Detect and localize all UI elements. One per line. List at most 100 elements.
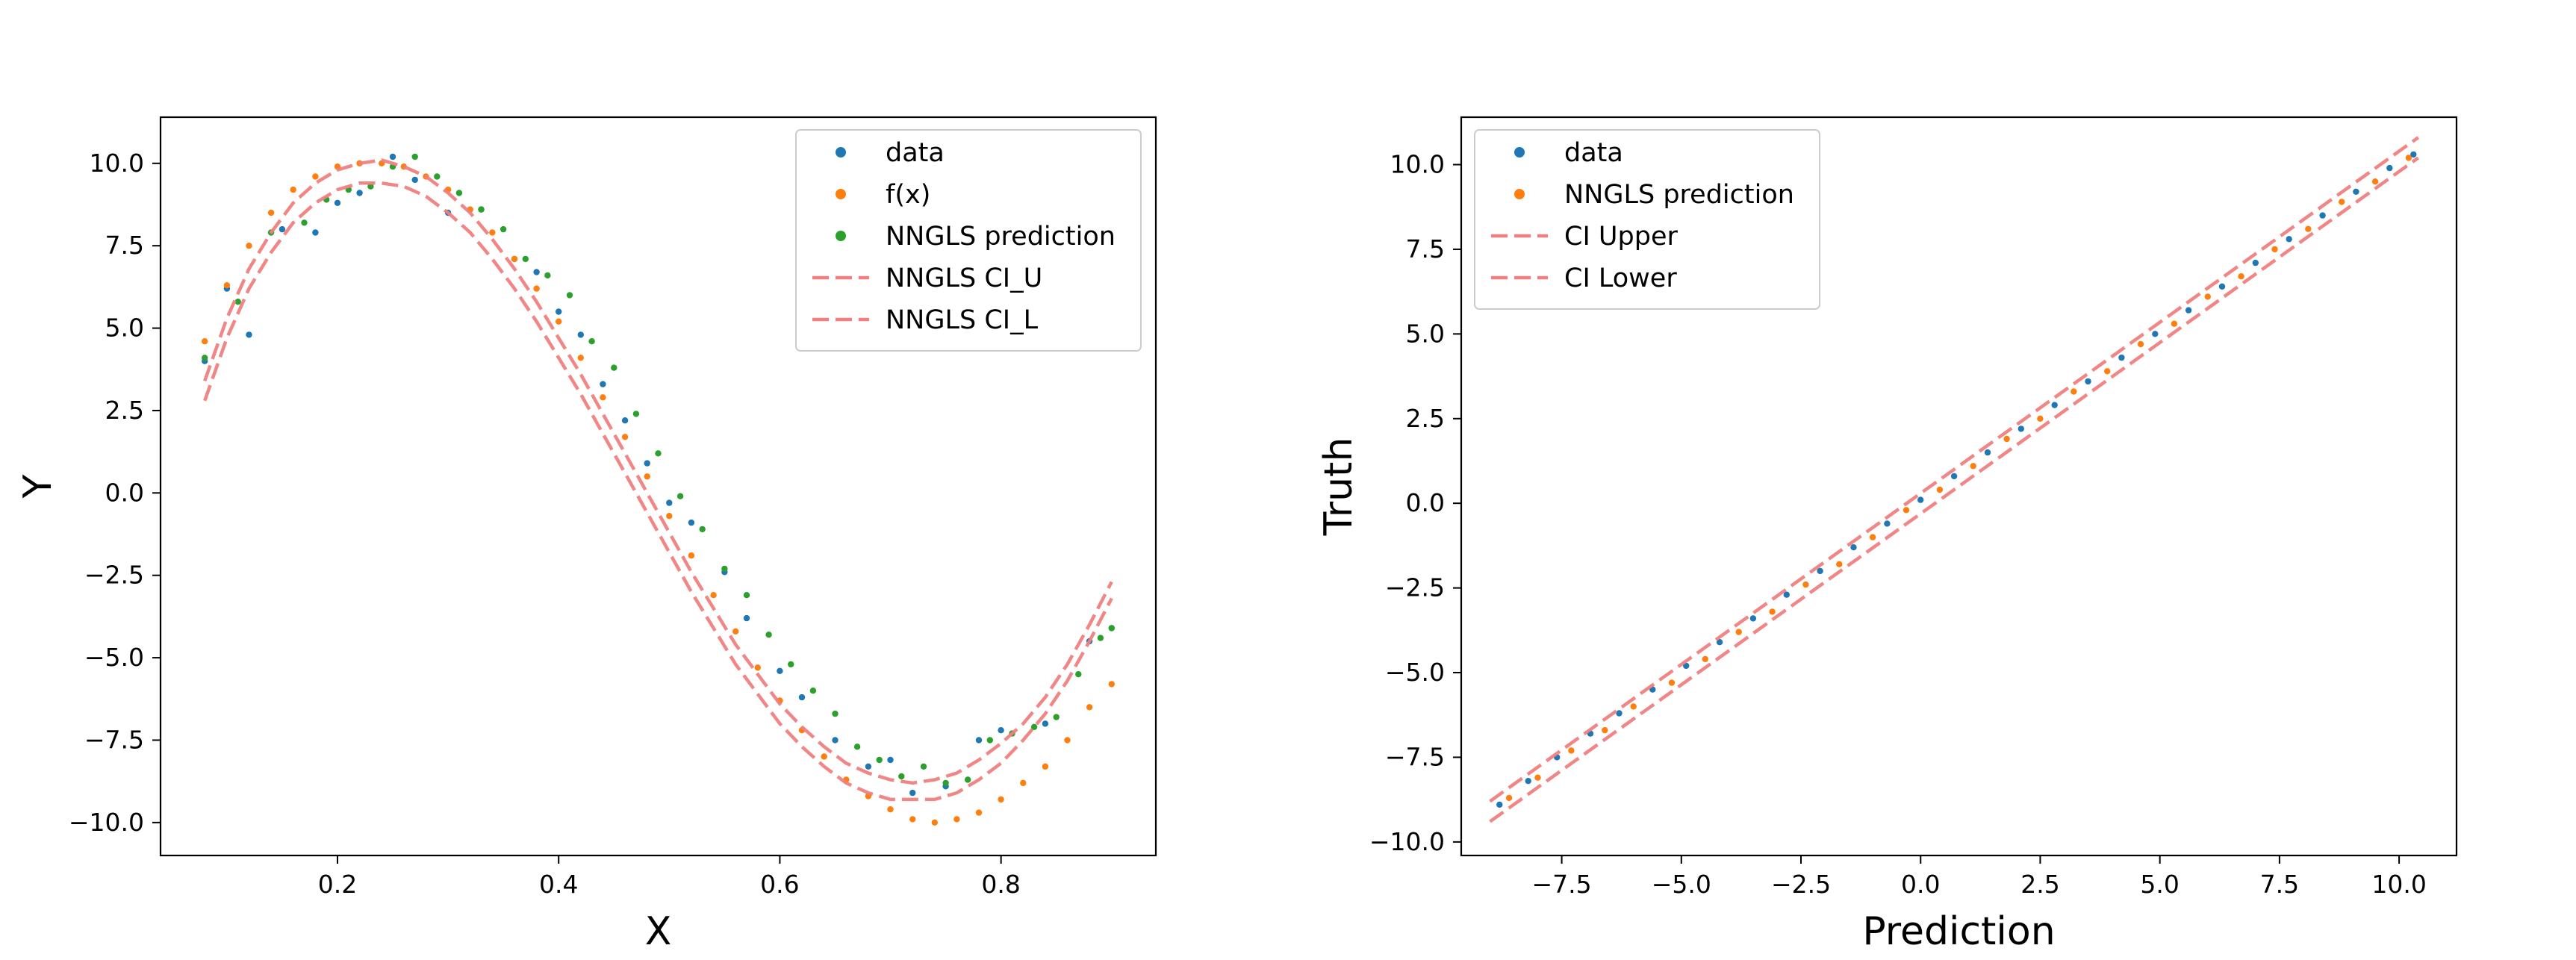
legend-box (795, 129, 1142, 352)
data-point (301, 219, 308, 226)
y-tick-label: 7.5 (1406, 234, 1445, 264)
data-point (743, 592, 750, 599)
data-point (312, 173, 319, 180)
legend-label: NNGLS CI_U (886, 264, 1042, 293)
x-tick-label: 0.8 (981, 870, 1020, 899)
series-data (1496, 151, 2417, 808)
data-point (975, 737, 983, 744)
legend: data NNGLS prediction CI Upper CI Lower (1474, 129, 1820, 310)
data-point (853, 744, 861, 750)
x-tick-label: 0.2 (318, 870, 357, 899)
data-point (1769, 608, 1776, 615)
data-point (710, 592, 717, 599)
data-point (2386, 164, 2393, 172)
data-point (202, 355, 208, 361)
data-point (721, 565, 728, 573)
y-tick-label: −7.5 (84, 725, 144, 754)
data-point (522, 255, 529, 263)
legend: data f(x) NNGLS prediction NNGLS CI_U NNGLS … (795, 129, 1142, 352)
x-tick-label: 2.5 (2020, 870, 2059, 899)
data-point (2003, 435, 2010, 443)
data-point (2118, 354, 2125, 361)
data-point (2085, 378, 2091, 385)
legend-marker-swatch (836, 189, 846, 199)
y-tick-label: −10.0 (69, 808, 144, 837)
data-point (898, 773, 905, 780)
series-line-ci-lower (1489, 156, 2420, 823)
data-point (644, 473, 650, 480)
data-point (600, 394, 606, 401)
data-point (1505, 794, 1513, 802)
data-point (965, 776, 971, 783)
data-point (533, 269, 540, 275)
data-point (2051, 402, 2058, 408)
x-tick-label: −5.0 (1652, 870, 1711, 899)
data-point (1950, 473, 1958, 480)
data-point (1869, 534, 1876, 540)
data-point (2171, 320, 2178, 327)
data-point (1735, 629, 1742, 635)
data-point (644, 460, 650, 467)
series-line-ci-upper (1489, 136, 2420, 803)
data-point (2037, 415, 2044, 422)
legend-item: NNGLS prediction (836, 222, 1116, 252)
data-point (478, 206, 485, 213)
data-point (267, 209, 275, 216)
legend-label: NNGLS prediction (1564, 180, 1794, 210)
data-point (1075, 671, 1082, 678)
data-point (2339, 199, 2345, 205)
data-point (2371, 178, 2379, 185)
y-tick-label: 10.0 (90, 149, 144, 178)
data-point (1970, 463, 1976, 470)
data-point (577, 331, 584, 338)
data-point (765, 632, 772, 638)
data-point (356, 190, 363, 196)
data-point (489, 229, 496, 236)
y-tick-label: −5.0 (84, 643, 144, 672)
data-point (1936, 486, 1944, 493)
data-point (887, 756, 894, 764)
y-tick-label: 10.0 (1390, 150, 1445, 179)
data-point (1984, 449, 1991, 456)
y-tick-label: 0.0 (1406, 488, 1445, 517)
y-axis-label: Y (16, 474, 60, 499)
data-point (2204, 293, 2211, 300)
data-point (655, 450, 662, 457)
y-tick-label: 7.5 (105, 231, 144, 260)
data-point (666, 499, 673, 506)
data-point (1850, 544, 1857, 551)
legend-label: NNGLS CI_L (886, 305, 1039, 335)
data-point (234, 299, 241, 305)
data-point (1817, 567, 1823, 575)
legend-item: f(x) (836, 180, 930, 210)
data-point (202, 338, 208, 345)
x-tick-label: 10.0 (2371, 870, 2426, 899)
data-point (246, 243, 252, 249)
data-point (699, 526, 706, 533)
y-tick-label: −5.0 (1385, 658, 1445, 687)
data-point (688, 519, 695, 526)
data-point (1030, 723, 1038, 730)
data-point (1884, 520, 1891, 527)
data-point (411, 176, 418, 184)
legend-marker-swatch (1514, 147, 1525, 158)
legend-item: NNGLS CI_U (812, 264, 1042, 293)
series-nngls-prediction (202, 153, 1116, 787)
legend-label: NNGLS prediction (886, 222, 1116, 252)
series-nngls-prediction (1505, 155, 2412, 802)
data-point (1525, 778, 1531, 785)
data-point (821, 753, 827, 760)
data-point (688, 552, 695, 559)
data-point (2405, 155, 2412, 161)
y-tick-label: −10.0 (1369, 827, 1445, 856)
data-point (986, 737, 994, 744)
data-point (2218, 283, 2226, 290)
legend-box (1474, 129, 1820, 310)
y-tick-label: 5.0 (1406, 319, 1445, 348)
data-point (1042, 763, 1049, 770)
data-point (2137, 340, 2144, 348)
data-point (1097, 635, 1104, 641)
y-axis-label: Truth (1316, 437, 1361, 537)
data-point (777, 667, 783, 674)
